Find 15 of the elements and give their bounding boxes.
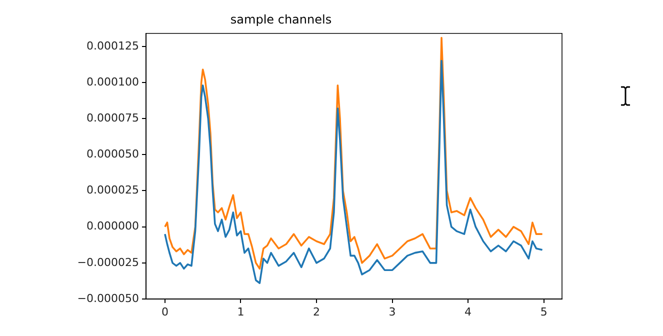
x-tick-label: 4 xyxy=(464,305,472,318)
chart-title: sample channels xyxy=(230,12,332,26)
y-tick-label: 0.000025 xyxy=(86,184,139,197)
x-tick-label: 2 xyxy=(312,305,320,318)
y-tick-label: 0.000000 xyxy=(86,220,139,233)
y-tick-label: −0.000025 xyxy=(77,256,139,269)
y-tick-label: 0.000050 xyxy=(86,148,139,161)
x-tick-label: 5 xyxy=(540,305,548,318)
x-tick-label: 1 xyxy=(237,305,244,318)
y-tick-label: 0.000075 xyxy=(86,111,139,124)
x-tick-label: 0 xyxy=(161,305,168,318)
y-tick-label: 0.000125 xyxy=(86,39,139,52)
x-tick-label: 3 xyxy=(388,305,396,318)
y-tick-label: −0.000050 xyxy=(77,292,139,305)
y-tick-label: 0.000100 xyxy=(86,75,139,88)
